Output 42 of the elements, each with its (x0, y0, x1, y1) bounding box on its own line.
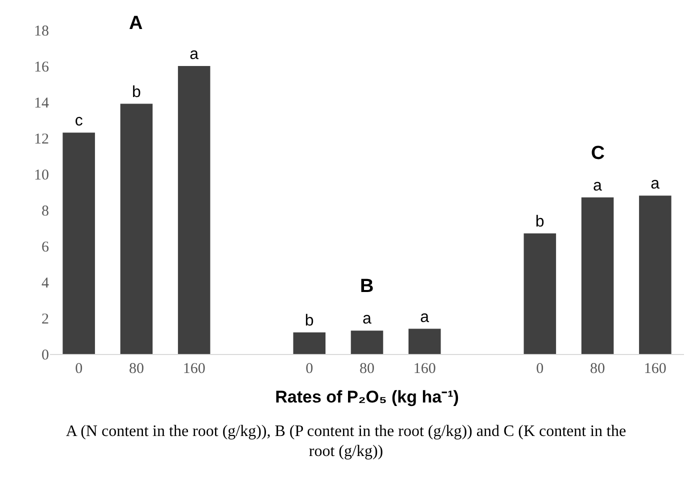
x-axis-title: Rates of P₂O₅ (kg ha⁻¹) (275, 387, 459, 406)
x-tick-label: 160 (182, 361, 206, 377)
y-tick-label: 18 (34, 23, 49, 40)
y-tick-label: 14 (34, 95, 50, 112)
x-tick-label: 0 (306, 361, 314, 377)
data-label: a (190, 46, 199, 63)
bar (62, 132, 95, 354)
data-label: a (362, 310, 372, 328)
bar (350, 330, 384, 354)
annotation: B (360, 276, 374, 297)
bar (408, 328, 441, 354)
y-tick-label: 4 (42, 275, 50, 292)
annotation: C (591, 143, 605, 164)
annotation: A (129, 13, 143, 34)
data-label: b (304, 312, 314, 330)
x-tick-label: 80 (128, 361, 144, 377)
y-tick-label: 10 (34, 167, 49, 184)
x-tick-label: 160 (413, 361, 436, 377)
bar (178, 66, 210, 354)
data-label: a (650, 176, 660, 193)
y-tick-label: 6 (42, 239, 50, 256)
data-label: c (74, 112, 83, 130)
data-label: b (132, 84, 141, 101)
bar (524, 233, 556, 354)
y-tick-label: 12 (34, 131, 49, 148)
data-label: b (535, 213, 544, 230)
data-label: a (593, 177, 602, 194)
bar (639, 196, 672, 354)
x-tick-label: 0 (75, 361, 83, 377)
text: A (N content in the root (g/kg)), B (P content in the root (g/kg)) and C (K content in the root (g/kg)) (64, 422, 628, 462)
y-tick-label: 0 (42, 347, 49, 364)
x-tick-label: 80 (360, 361, 374, 377)
x-tick-label: 160 (644, 361, 666, 377)
bar (581, 197, 614, 354)
y-tick-label: 16 (34, 59, 50, 76)
bar (120, 104, 153, 354)
x-tick-label: 80 (590, 361, 606, 377)
x-tick-label: 0 (536, 361, 544, 377)
bar (293, 332, 326, 354)
data-label: a (420, 308, 430, 326)
y-tick-label: 2 (42, 311, 49, 328)
y-tick-label: 8 (42, 203, 49, 220)
